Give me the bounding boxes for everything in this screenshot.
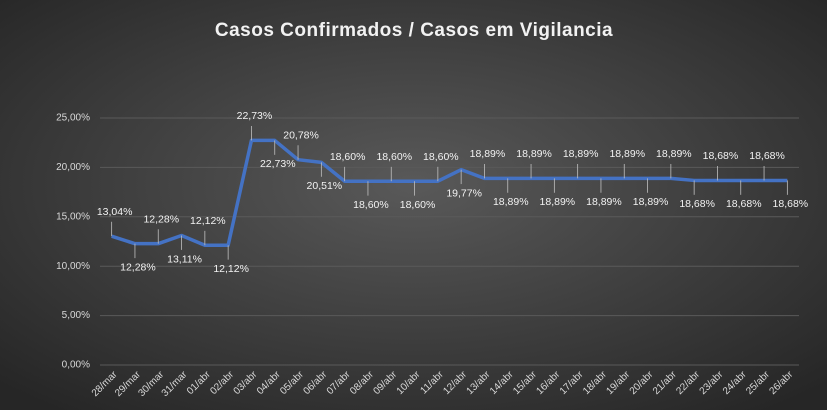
- data-label: 18,60%: [353, 199, 389, 211]
- y-tick-label: 10,00%: [56, 261, 90, 272]
- data-label: 18,89%: [586, 196, 622, 208]
- data-label: 19,77%: [446, 187, 482, 199]
- y-tick-label: 25,00%: [56, 113, 90, 124]
- data-label: 20,78%: [283, 129, 319, 141]
- data-label: 20,51%: [307, 180, 343, 192]
- data-label: 18,60%: [423, 151, 459, 163]
- data-label: 18,68%: [679, 198, 715, 210]
- data-label: 18,89%: [516, 148, 552, 160]
- data-label: 12,28%: [120, 261, 156, 273]
- series-line: [111, 138, 788, 248]
- data-label: 22,73%: [237, 110, 273, 122]
- data-label: 18,68%: [749, 150, 785, 162]
- y-tick-label: 0,00%: [62, 360, 90, 371]
- y-tick-label: 15,00%: [56, 211, 90, 222]
- data-label: 12,12%: [190, 215, 226, 227]
- data-label: 18,68%: [773, 198, 809, 210]
- data-label: 18,89%: [493, 196, 529, 208]
- data-label: 22,73%: [260, 158, 296, 170]
- data-label: 18,60%: [376, 151, 412, 163]
- data-label: 12,12%: [213, 263, 249, 275]
- y-tick-label: 5,00%: [62, 310, 90, 321]
- data-label: 18,89%: [656, 148, 692, 160]
- data-label: 18,89%: [470, 148, 506, 160]
- data-label: 12,28%: [143, 213, 179, 225]
- data-label: 18,60%: [400, 199, 436, 211]
- data-label: 18,89%: [609, 148, 645, 160]
- y-tick-label: 20,00%: [56, 162, 90, 173]
- data-label: 18,89%: [540, 196, 576, 208]
- data-label: 13,11%: [167, 253, 202, 265]
- data-label: 18,60%: [330, 151, 366, 163]
- data-label: 18,68%: [703, 150, 739, 162]
- data-label: 18,68%: [726, 198, 762, 210]
- data-label: 18,89%: [563, 148, 599, 160]
- chart-title: Casos Confirmados / Casos em Vigilancia: [215, 20, 613, 41]
- data-label: 18,89%: [633, 196, 669, 208]
- data-label: 13,04%: [97, 206, 133, 218]
